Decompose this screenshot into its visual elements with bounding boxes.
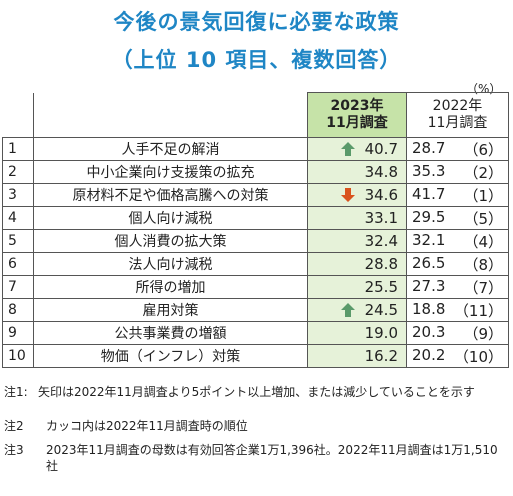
- policy-item-cell: 原材料不足や価格高騰への対策: [33, 183, 308, 207]
- arrow-down-icon: [340, 187, 356, 203]
- value-2022: 28.7: [412, 138, 446, 157]
- value-2023-cell: 16.2: [307, 344, 407, 368]
- note-1-text: 矢印は2022年11月調査より5ポイント以上増加、または減少していることを示す: [38, 385, 475, 399]
- value-2023-cell: 34.6: [307, 183, 407, 207]
- value-2022: 27.3: [412, 276, 446, 295]
- table-row: 4 個人向け減税 33.1 29.5 （5）: [2, 206, 509, 230]
- policy-item-cell: 中小企業向け支援策の拡充: [33, 160, 308, 184]
- value-2023: 33.1: [364, 209, 398, 227]
- rank-cell: 6: [2, 252, 34, 276]
- note-2-text: カッコ内は2022年11月調査時の順位: [46, 419, 248, 433]
- table-row: 5 個人消費の拡大策 32.4 32.1 （4）: [2, 229, 509, 253]
- rank-2022: （11）: [453, 301, 503, 320]
- rank-cell: 5: [2, 229, 34, 253]
- arrow-up-icon: [340, 141, 356, 157]
- policy-item-cell: 雇用対策: [33, 298, 308, 322]
- value-2022: 41.7: [412, 184, 446, 203]
- header-2023-text: 2023年 11月調査: [326, 98, 388, 131]
- policy-item-cell: 物価（インフレ）対策: [33, 344, 308, 368]
- rank-2022: （2）: [463, 163, 503, 182]
- note-3-text: 2023年11月調査の母数は有効回答企業1万1,396社。2022年11月調査は…: [46, 443, 498, 473]
- value-2022-cell: 28.7 （6）: [406, 137, 509, 161]
- value-2022: 32.1: [412, 230, 446, 249]
- value-2022: 20.2: [412, 345, 446, 364]
- table-row: 3 原材料不足や価格高騰への対策 34.6 41.7 （1）: [2, 183, 509, 207]
- value-2023-cell: 28.8: [307, 252, 407, 276]
- header-2022-text: 2022年 11月調査: [427, 98, 488, 131]
- rank-cell: 2: [2, 160, 34, 184]
- value-2023: 40.7: [364, 140, 398, 158]
- policy-table: 2023年 11月調査 2022年 11月調査 1 人手不足の解消 40.7 28.7 （6…: [2, 92, 509, 368]
- rank-cell: 7: [2, 275, 34, 299]
- value-2023: 34.6: [364, 186, 398, 204]
- note-1-label: 注1:: [4, 385, 28, 399]
- policy-item-cell: 人手不足の解消: [33, 137, 308, 161]
- policy-item-cell: 個人向け減税: [33, 206, 308, 230]
- rank-2022: （5）: [463, 209, 503, 228]
- value-2023-cell: 32.4: [307, 229, 407, 253]
- value-2022: 29.5: [412, 207, 446, 226]
- policy-item-cell: 公共事業費の増額: [33, 321, 308, 345]
- value-2022-cell: 26.5 （8）: [406, 252, 509, 276]
- value-2023: 25.5: [364, 278, 398, 296]
- value-2023-cell: 40.7: [307, 137, 407, 161]
- rank-2022: （10）: [453, 347, 503, 366]
- note-2-label: 注2: [4, 419, 24, 433]
- rank-2022: （9）: [463, 324, 503, 343]
- policy-item-cell: 個人消費の拡大策: [33, 229, 308, 253]
- rank-2022: （7）: [463, 278, 503, 297]
- value-2022-cell: 32.1 （4）: [406, 229, 509, 253]
- value-2022: 35.3: [412, 161, 446, 180]
- value-2022-cell: 35.3 （2）: [406, 160, 509, 184]
- value-2023-cell: 33.1: [307, 206, 407, 230]
- value-2023-cell: 25.5: [307, 275, 407, 299]
- value-2023: 28.8: [364, 255, 398, 273]
- page-title: 今後の景気回復に必要な政策: [113, 10, 400, 34]
- value-2022: 26.5: [412, 253, 446, 272]
- policy-item-cell: 所得の増加: [33, 275, 308, 299]
- rank-2022: （4）: [463, 232, 503, 251]
- value-2023-cell: 19.0: [307, 321, 407, 345]
- value-2023: 19.0: [364, 324, 398, 342]
- arrow-up-icon: [340, 302, 356, 318]
- rank-cell: 4: [2, 206, 34, 230]
- table-row: 9 公共事業費の増額 19.0 20.3 （9）: [2, 321, 509, 345]
- page-subtitle: （上位 10 項目、複数回答）: [111, 48, 402, 72]
- rank-2022: （1）: [463, 186, 503, 205]
- value-2022: 20.3: [412, 322, 446, 341]
- rank-cell: 1: [2, 137, 34, 161]
- value-2023: 24.5: [364, 301, 398, 319]
- table-row: 10 物価（インフレ）対策 16.2 20.2 （10）: [2, 344, 509, 368]
- value-2023: 32.4: [364, 232, 398, 250]
- table-row: 8 雇用対策 24.5 18.8 （11）: [2, 298, 509, 322]
- table-row: 2 中小企業向け支援策の拡充 34.8 35.3 （2）: [2, 160, 509, 184]
- header-2023: 2023年 11月調査: [307, 92, 407, 138]
- rank-2022: （8）: [463, 255, 503, 274]
- value-2023: 16.2: [364, 347, 398, 365]
- value-2022: 18.8: [412, 299, 446, 318]
- value-2022-cell: 20.3 （9）: [406, 321, 509, 345]
- rank-cell: 9: [2, 321, 34, 345]
- value-2022-cell: 27.3 （7）: [406, 275, 509, 299]
- header-blank-item: [33, 92, 308, 138]
- header-2022: 2022年 11月調査: [406, 92, 509, 138]
- table-row: 7 所得の増加 25.5 27.3 （7）: [2, 275, 509, 299]
- policy-item-cell: 法人向け減税: [33, 252, 308, 276]
- value-2023-cell: 34.8: [307, 160, 407, 184]
- rank-cell: 10: [2, 344, 34, 368]
- note-3-label: 注3: [4, 443, 24, 457]
- value-2022-cell: 29.5 （5）: [406, 206, 509, 230]
- rank-2022: （6）: [463, 140, 503, 159]
- header-blank-rank: [2, 92, 34, 138]
- rank-cell: 3: [2, 183, 34, 207]
- value-2022-cell: 18.8 （11）: [406, 298, 509, 322]
- table-row: 6 法人向け減税 28.8 26.5 （8）: [2, 252, 509, 276]
- table-row: 1 人手不足の解消 40.7 28.7 （6）: [2, 137, 509, 161]
- value-2023: 34.8: [364, 163, 398, 181]
- value-2022-cell: 20.2 （10）: [406, 344, 509, 368]
- value-2023-cell: 24.5: [307, 298, 407, 322]
- rank-cell: 8: [2, 298, 34, 322]
- value-2022-cell: 41.7 （1）: [406, 183, 509, 207]
